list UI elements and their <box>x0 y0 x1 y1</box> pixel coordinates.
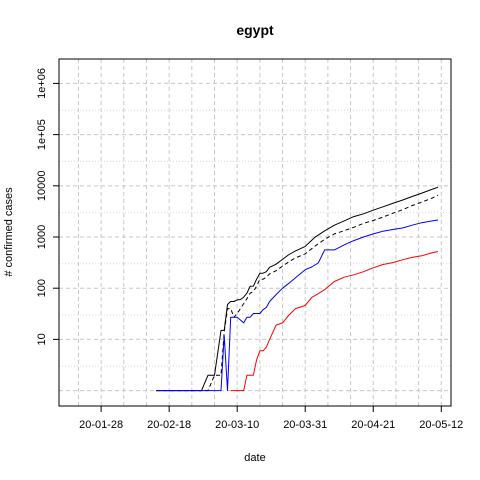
y-tick-label: 100 <box>36 279 48 297</box>
x-axis-label: date <box>244 452 265 464</box>
grid <box>59 58 451 406</box>
series-line-blue <box>156 219 439 392</box>
series-line-black-dashed <box>156 194 439 392</box>
series-line-red <box>230 251 439 392</box>
y-tick-label: 10 <box>36 333 48 345</box>
series-lines <box>156 186 439 392</box>
x-axis: 20-01-28 20-02-18 20-03-10 20-03-31 20-04-21… <box>79 406 463 431</box>
x-tick-label: 20-03-31 <box>283 419 327 431</box>
y-axis: 10 100 1000 10000 1e+05 1e+06 <box>36 68 59 346</box>
y-tick-label: 1000 <box>36 225 48 249</box>
y-tick-label: 1e+06 <box>36 68 48 99</box>
chart-title: egypt <box>236 22 274 38</box>
x-tick-label: 20-01-28 <box>79 419 123 431</box>
x-tick-label: 20-02-18 <box>147 419 191 431</box>
plot-frame <box>58 58 452 407</box>
x-tick-label: 20-04-21 <box>351 419 395 431</box>
series-line-black-solid <box>156 186 439 392</box>
y-tick-label: 10000 <box>36 171 48 202</box>
y-axis-label: # confirmed cases <box>3 187 15 277</box>
y-tick-label: 1e+05 <box>36 119 48 150</box>
x-tick-label: 20-05-12 <box>419 419 463 431</box>
x-tick-label: 20-03-10 <box>215 419 259 431</box>
